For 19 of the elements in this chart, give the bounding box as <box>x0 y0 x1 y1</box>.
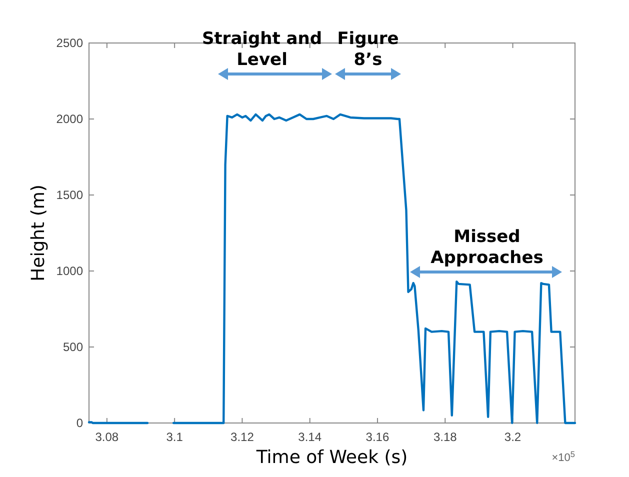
y-tick-label: 0 <box>76 416 84 430</box>
x-axis-title: Time of Week (s) <box>255 447 408 468</box>
x-tick-label: 3.14 <box>298 430 322 444</box>
x-tick-label: 3.12 <box>230 430 254 444</box>
annotation: Missed Approaches <box>430 227 544 268</box>
x-tick-label: 3.16 <box>366 430 390 444</box>
y-tick-label: 2000 <box>56 112 84 126</box>
x-tick-label: 3.2 <box>504 430 522 444</box>
text: ×10$^{5}$ <box>552 450 576 464</box>
x-tick-label: 3.18 <box>433 430 458 444</box>
annotation: Figure 8’s <box>337 29 399 70</box>
annotation: Straight and Level <box>202 29 322 70</box>
x-tick-label: 3.08 <box>95 430 119 444</box>
x-tick-label: 3.1 <box>166 430 184 444</box>
y-tick-label: 1500 <box>56 188 84 202</box>
y-tick-label: 2500 <box>56 36 84 50</box>
y-axis-title: Height (m) <box>28 184 49 282</box>
y-tick-label: 500 <box>62 340 84 354</box>
y-tick-label: 1000 <box>56 264 84 278</box>
